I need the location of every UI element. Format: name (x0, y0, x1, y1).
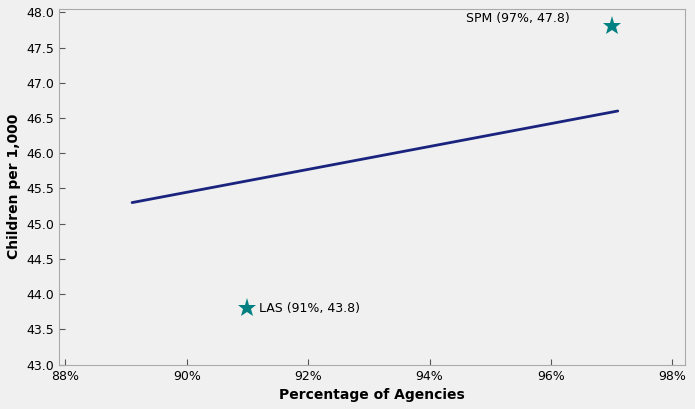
X-axis label: Percentage of Agencies: Percentage of Agencies (279, 388, 465, 402)
Text: SPM (97%, 47.8): SPM (97%, 47.8) (466, 12, 570, 25)
Text: LAS (91%, 43.8): LAS (91%, 43.8) (259, 302, 359, 315)
Y-axis label: Children per 1,000: Children per 1,000 (7, 114, 21, 259)
